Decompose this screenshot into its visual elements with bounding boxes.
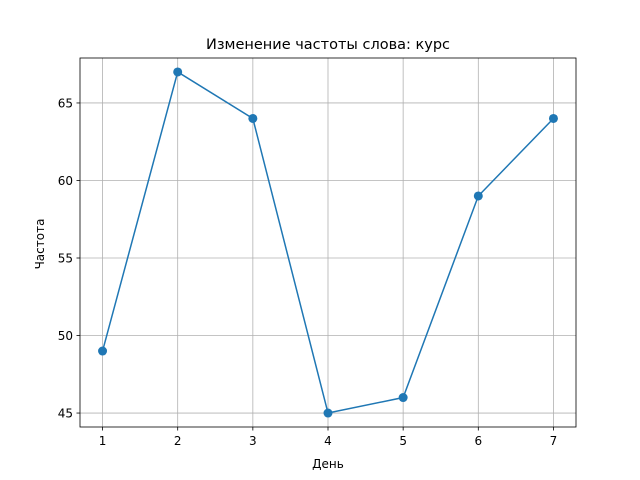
plot-frame [79,57,577,428]
x-tick-label: 2 [174,434,182,448]
x-axis-label: День [312,457,344,471]
x-tick-label: 7 [550,434,558,448]
y-axis-label: Частота [33,219,47,270]
data-point [398,393,408,403]
chart-title: Изменение частоты слова: курс [206,37,450,53]
data-point [98,346,108,356]
y-tick-label: 45 [58,407,73,421]
grid [80,58,576,427]
y-tick-label: 55 [58,252,73,266]
y-tick-label: 50 [58,329,73,343]
x-tick-label: 6 [474,434,482,448]
data-point [323,408,333,418]
x-tick-label: 5 [399,434,407,448]
y-tick-label: 65 [58,96,73,110]
x-tick-label: 1 [99,434,107,448]
data-point [173,67,183,77]
series-group [98,67,558,418]
data-point [473,191,483,201]
data-point [248,113,258,123]
x-tick-label: 3 [249,434,257,448]
x-tick-label: 4 [324,434,332,448]
y-tick-label: 60 [58,174,73,188]
data-point [548,113,558,123]
